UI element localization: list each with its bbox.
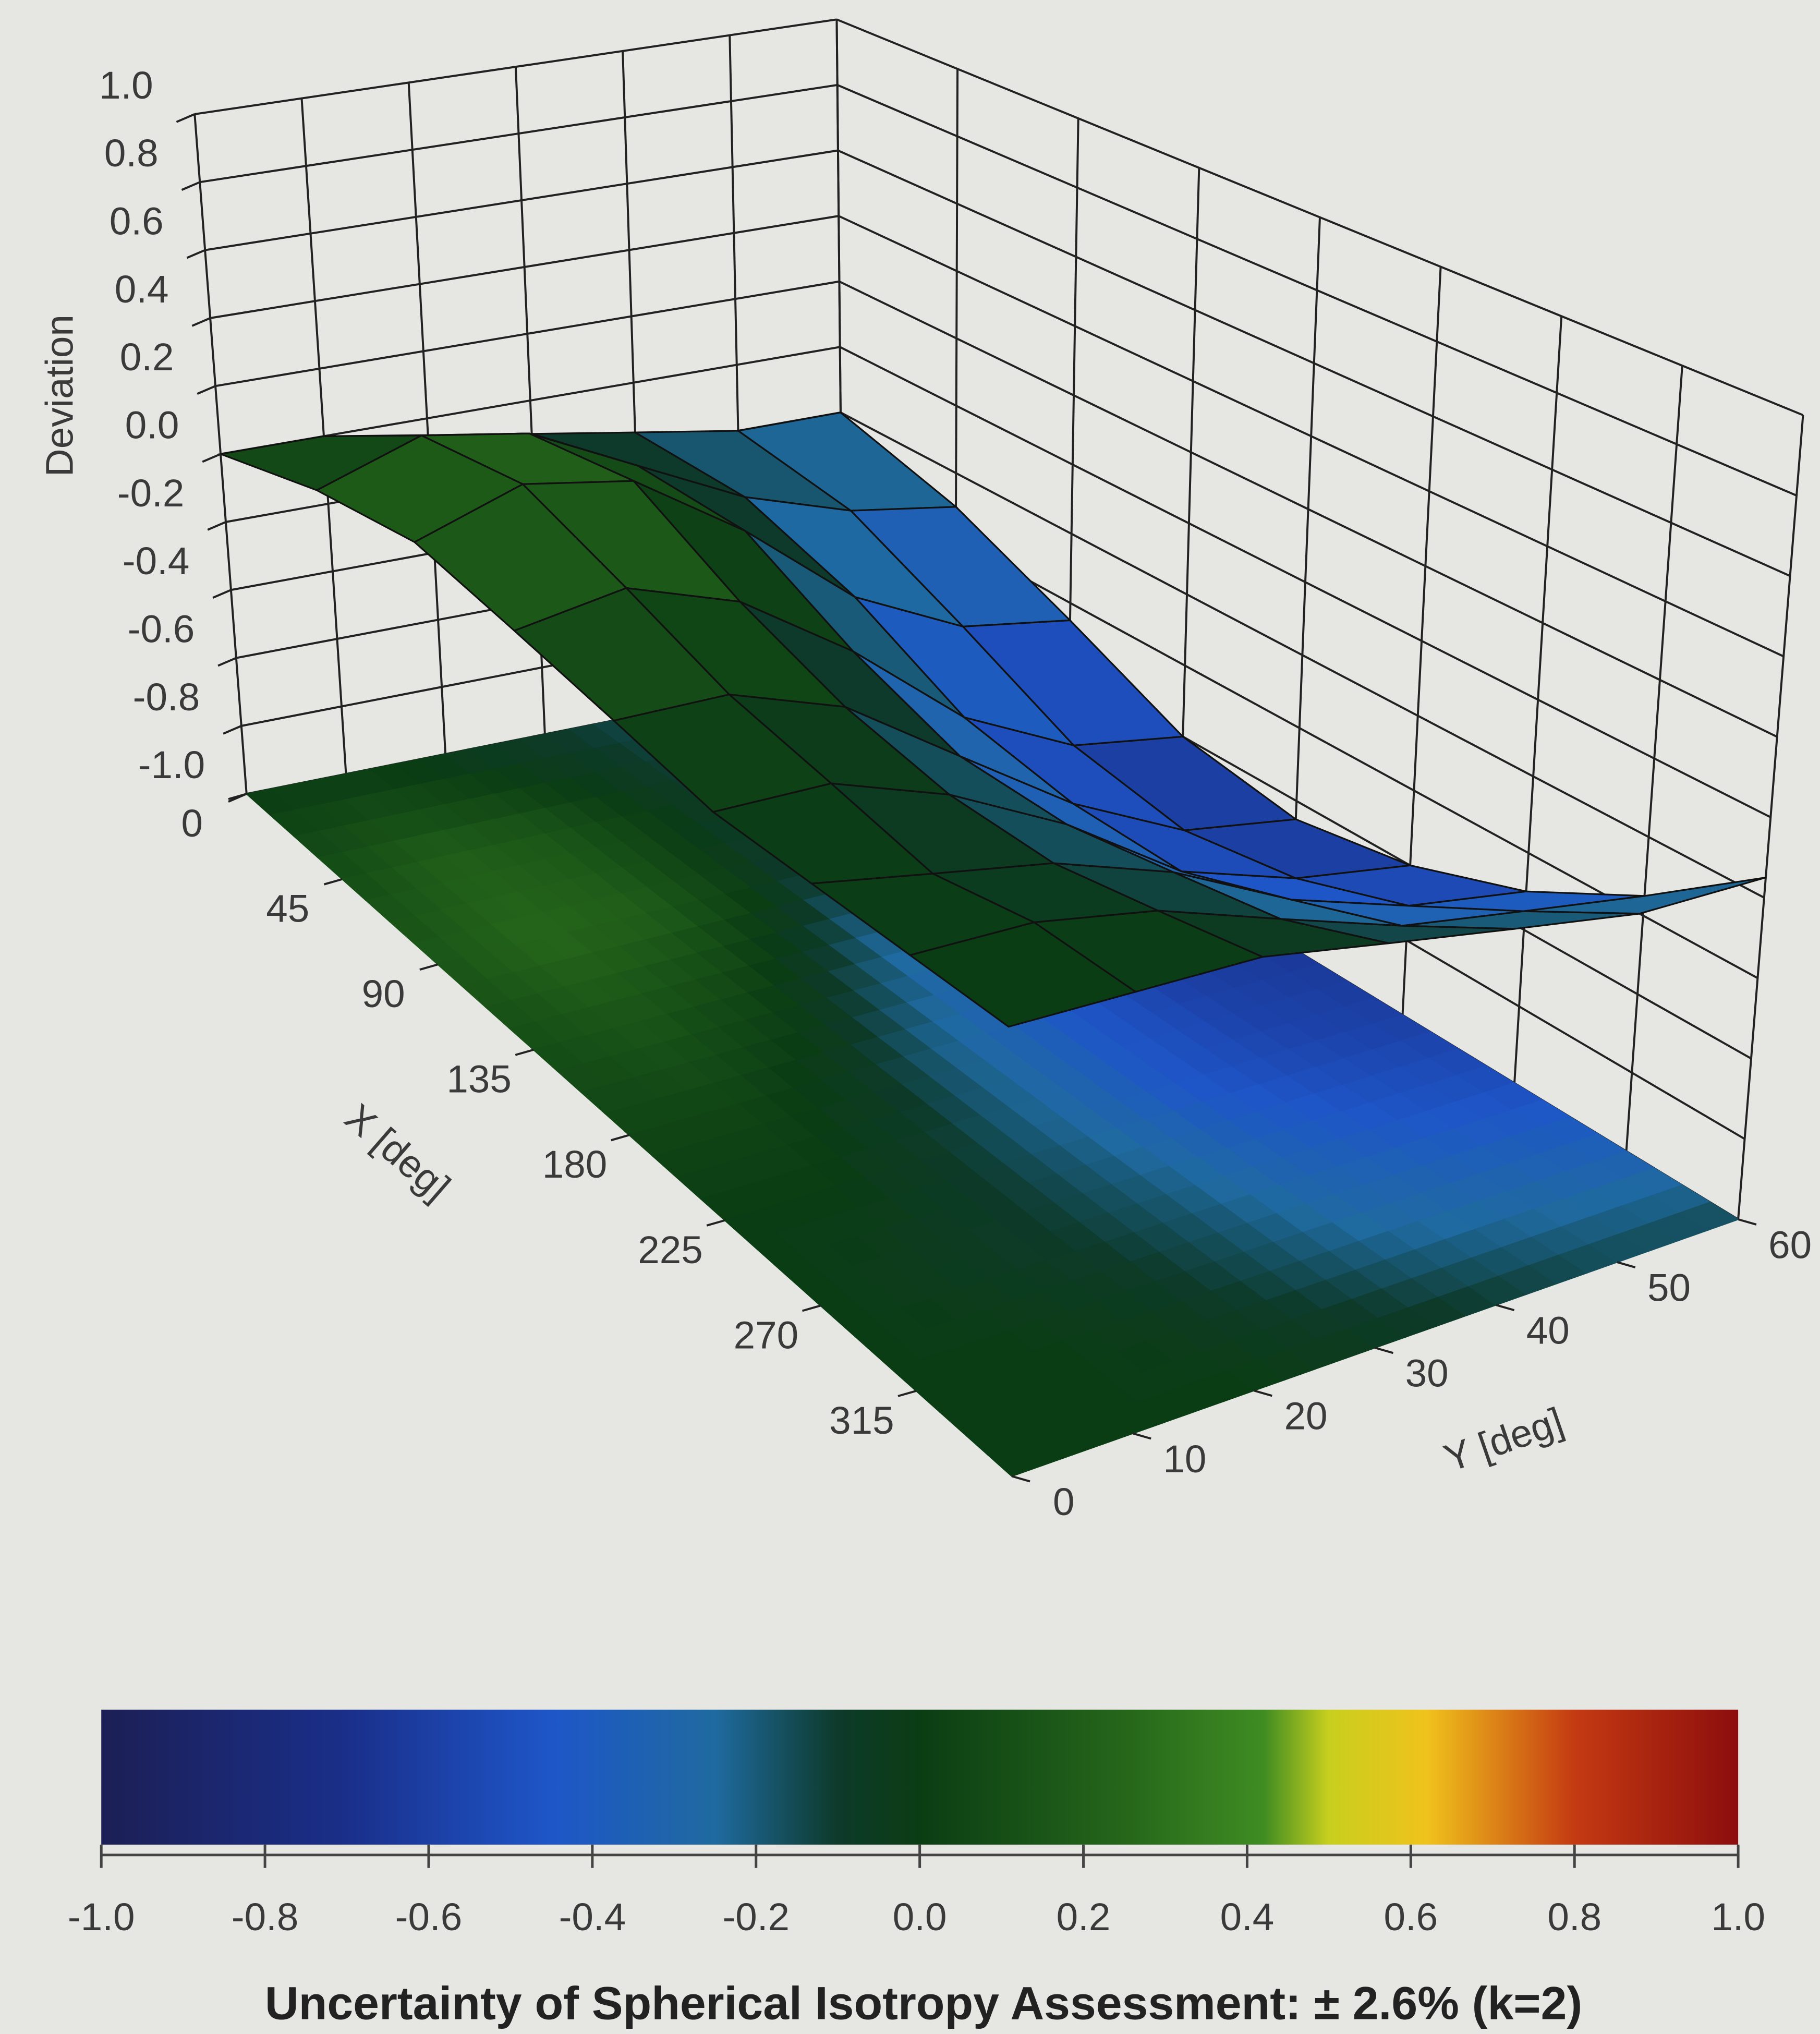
grid-line — [215, 280, 840, 388]
x-tick-label: 135 — [446, 1057, 511, 1101]
grid-line — [836, 18, 1804, 416]
colorbar-tick-label: 0.0 — [893, 1895, 947, 1939]
z-tick-label: 0.4 — [115, 267, 169, 311]
z-tick-mark — [176, 113, 196, 123]
colorbar-tick-label: 1.0 — [1711, 1895, 1765, 1939]
z-tick-label: -0.6 — [128, 607, 195, 650]
colorbar-tick-label: -1.0 — [68, 1895, 135, 1939]
colorbar-tick-label: -0.8 — [232, 1895, 299, 1939]
caption: Uncertainty of Spherical Isotropy Assess… — [265, 1977, 1582, 2029]
surface-patch — [908, 921, 1138, 1028]
grid-line — [839, 280, 1778, 738]
x-tick-mark — [419, 963, 439, 971]
grid-line — [838, 215, 1784, 658]
x-tick-label: 225 — [638, 1228, 702, 1272]
y-tick-label: 50 — [1647, 1266, 1691, 1310]
z-tick-mark — [217, 657, 237, 667]
grid-line — [838, 149, 1791, 577]
grid-line — [199, 83, 838, 184]
colorbar-tick-label: -0.6 — [395, 1895, 463, 1939]
x-tick-mark — [611, 1134, 630, 1142]
colorbar-tick-label: 0.6 — [1384, 1895, 1438, 1939]
z-tick-mark — [191, 317, 211, 327]
y-tick-mark — [1738, 1218, 1757, 1226]
y-tick-label: 10 — [1163, 1437, 1206, 1481]
x-tick-label: 90 — [362, 972, 405, 1015]
colorbar — [101, 1710, 1739, 1845]
colorbar-tick-label: -0.2 — [722, 1895, 790, 1939]
z-tick-mark — [207, 521, 226, 531]
y-tick-mark — [1617, 1261, 1636, 1268]
z-tick-mark — [202, 453, 221, 463]
z-axis-title: Deviation — [37, 314, 81, 477]
y-tick-label: 40 — [1526, 1309, 1570, 1352]
x-tick-mark — [228, 793, 247, 801]
z-tick-label: 0.0 — [125, 403, 179, 446]
x-tick-label: 45 — [266, 887, 309, 930]
z-tick-mark — [223, 725, 242, 735]
y-tick-mark — [1253, 1389, 1272, 1397]
grid-line — [194, 18, 837, 115]
z-tick-label: 1.0 — [99, 63, 153, 107]
x-tick-mark — [802, 1304, 821, 1312]
z-tick-label: -0.8 — [133, 675, 200, 719]
colorbar-tick-label: -0.4 — [559, 1895, 626, 1939]
x-tick-label: 180 — [542, 1142, 607, 1186]
y-tick-label: 60 — [1768, 1222, 1812, 1266]
y-tick-mark — [1375, 1347, 1394, 1354]
x-tick-mark — [515, 1048, 534, 1056]
y-tick-label: 0 — [1053, 1480, 1074, 1523]
grid-line — [840, 411, 1765, 899]
grid-line — [204, 149, 839, 251]
x-tick-mark — [897, 1390, 917, 1397]
y-tick-label: 30 — [1405, 1351, 1449, 1395]
x-tick-mark — [706, 1219, 725, 1227]
y-tick-mark — [1132, 1432, 1151, 1440]
z-tick-label: 0.8 — [104, 131, 159, 175]
x-tick-label: 0 — [181, 801, 203, 845]
colorbar-tick-label: 0.4 — [1220, 1895, 1275, 1939]
z-tick-mark — [212, 589, 232, 599]
y-tick-label: 20 — [1284, 1394, 1328, 1438]
colorbar-tick-label: 0.2 — [1057, 1895, 1111, 1939]
grid-line — [210, 215, 839, 319]
grid-line — [839, 346, 1772, 818]
colorbar-tick-label: 0.8 — [1547, 1895, 1601, 1939]
z-tick-label: -1.0 — [138, 743, 205, 786]
x-tick-label: 315 — [829, 1398, 894, 1442]
x-tick-mark — [323, 878, 343, 886]
z-tick-label: -0.2 — [117, 471, 185, 515]
z-tick-mark — [197, 385, 216, 395]
z-tick-label: 0.2 — [120, 335, 174, 379]
y-tick-mark — [1011, 1475, 1030, 1483]
x-tick-label: 270 — [734, 1313, 798, 1357]
y-tick-mark — [1496, 1304, 1515, 1312]
z-tick-label: 0.6 — [110, 199, 164, 243]
grid-line — [836, 84, 1797, 497]
z-tick-mark — [181, 181, 201, 191]
z-tick-mark — [186, 249, 205, 259]
z-tick-label: -0.4 — [123, 539, 190, 583]
